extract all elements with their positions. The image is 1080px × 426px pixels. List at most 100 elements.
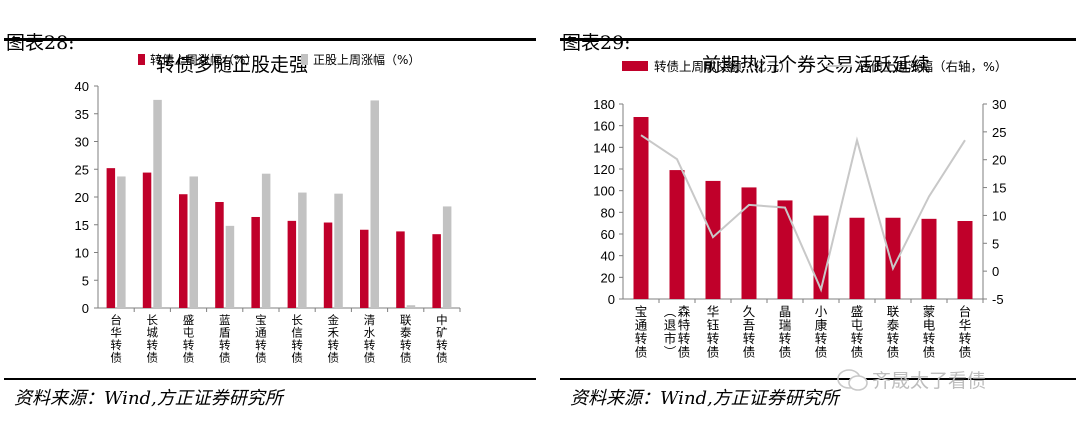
bar-turnover	[741, 187, 757, 299]
svg-text:华钰转债: 华钰转债	[707, 304, 720, 360]
legend-swatch	[138, 54, 145, 65]
y-tick-label-left: 40	[601, 249, 615, 264]
x-tick-label: 宝通转债	[255, 313, 267, 365]
y-tick-label-right: 25	[992, 125, 1006, 140]
bar-turnover	[777, 200, 793, 299]
y-tick-label-left: 0	[608, 292, 615, 307]
legend-label: 正股上周涨幅（%）	[313, 52, 420, 67]
bar-turnover	[885, 217, 901, 299]
legend-label: 转债上周成交额（亿元）	[654, 59, 792, 74]
x-tick-label: 蒙电转债	[923, 304, 936, 360]
bar-cb	[323, 222, 333, 308]
bar-cb	[215, 201, 224, 308]
y-tick-label: 40	[75, 79, 89, 94]
figure-title: 转债多随正股走强	[156, 54, 309, 76]
figure-label: 图表28:	[6, 32, 75, 54]
bar-turnover	[957, 221, 973, 299]
bar-chart-left: 0 5 10 15 20 25 30 35 40 台华转债 长城转债 盛屯转债 蓝盾转债 宝通转债 长信转债…	[75, 52, 461, 365]
legend-swatch	[301, 54, 308, 65]
bar-stock	[261, 173, 271, 308]
svg-text:森特转债: 森特转债	[678, 304, 691, 360]
x-tick-label: 台华转债	[110, 313, 122, 365]
y-tick-label: 0	[82, 301, 89, 316]
bar-stock	[406, 305, 416, 308]
svg-text:宝通转债: 宝通转债	[635, 304, 648, 360]
bar-cb	[432, 234, 441, 308]
legend-swatch	[622, 61, 648, 71]
bar-cb	[142, 172, 152, 308]
y-tick-label-right: 15	[992, 181, 1006, 196]
bar-stock	[225, 225, 235, 308]
figure-title: 前期热门个券交易活跃延续	[702, 54, 931, 76]
x-tick-label: 盛屯转债	[183, 313, 195, 365]
y-tick-label-right: 5	[992, 236, 999, 251]
y-tick-label-right: 30	[992, 97, 1006, 112]
bar-stock	[370, 100, 379, 309]
y-tick-label-left: 120	[593, 162, 615, 177]
bar-stock	[153, 99, 162, 308]
left-figure-panel: 图表28: 转债多随正股走强 0 5 10 15 20 25 30 35 40 台华转债 长城转债 盛…	[4, 32, 536, 409]
line-series-change	[640, 134, 966, 293]
y-tick-label: 5	[82, 273, 89, 288]
svg-text:久吾转债: 久吾转债	[743, 304, 756, 360]
x-tick-label: 久吾转债	[743, 304, 756, 360]
bar-stock	[189, 176, 198, 308]
svg-text:晶瑞转债: 晶瑞转债	[779, 304, 792, 360]
x-tick-label: 长信转债	[291, 313, 303, 365]
y-tick-label-right: 20	[992, 153, 1006, 168]
bar-cb	[360, 229, 369, 308]
bar-cb	[179, 194, 188, 308]
x-tick-label: 华钰转债	[707, 304, 720, 360]
source-note: 资料来源：Wind,方正证券研究所	[570, 388, 839, 409]
svg-text:盛屯转债: 盛屯转债	[851, 304, 864, 360]
combo-chart-right: 0 20 40 60 80 100 120 140 160 180 -5 0 5 10 15 20 25 30 宝通…	[593, 59, 1007, 360]
y-tick-label-left: 60	[601, 227, 615, 242]
y-tick-label-left: 20	[601, 270, 615, 285]
x-tick-label: 晶瑞转债	[779, 304, 792, 360]
bar-turnover	[669, 170, 685, 299]
bottom-rule	[4, 378, 536, 380]
x-tick-label: 金禾转债	[328, 313, 340, 365]
bar-turnover	[849, 217, 865, 299]
svg-text:联泰转债: 联泰转债	[887, 304, 900, 360]
x-tick-label: 宝通转债	[635, 304, 648, 360]
x-tick-label: ︵退市︶森特转债	[664, 304, 691, 360]
bar-cb	[106, 168, 116, 308]
bar-stock	[117, 176, 126, 308]
y-tick-label-left: 140	[593, 140, 615, 155]
watermark-text: 齐晟太了看债	[872, 370, 987, 392]
y-tick-label: 25	[75, 162, 89, 177]
top-rule	[560, 38, 1076, 41]
svg-text:蒙电转债: 蒙电转债	[923, 304, 936, 360]
y-tick-label: 35	[75, 107, 89, 122]
x-tick-label: 小康转债	[815, 304, 828, 360]
legend-label: 转债上周涨幅（右轴，%）	[858, 59, 1007, 74]
x-tick-label: 清水转债	[364, 313, 376, 365]
top-rule	[4, 38, 536, 41]
y-tick-label-right: -5	[992, 292, 1004, 307]
y-tick-label-right: 10	[992, 208, 1006, 223]
y-tick-label: 30	[75, 135, 89, 150]
svg-text:︵退市︶: ︵退市︶	[664, 304, 677, 360]
bar-turnover	[633, 117, 649, 299]
bar-stock	[298, 192, 307, 308]
legend-label: 转债上周涨幅（%）	[150, 52, 257, 67]
svg-text:台华转债: 台华转债	[959, 304, 972, 360]
bar-stock	[334, 193, 343, 308]
figure-label: 图表29:	[562, 32, 631, 54]
y-tick-label-left: 100	[593, 184, 615, 199]
x-tick-label: 中矿转债	[436, 313, 448, 365]
bar-cb	[396, 231, 405, 308]
x-tick-label: 盛屯转债	[851, 304, 864, 360]
svg-text:小康转债: 小康转债	[815, 304, 828, 360]
bar-turnover	[705, 180, 721, 299]
x-tick-label: 蓝盾转债	[219, 313, 231, 365]
y-tick-label: 15	[75, 218, 89, 233]
y-tick-label-right: 0	[992, 264, 999, 279]
x-tick-label: 长城转债	[147, 313, 159, 365]
x-tick-label: 台华转债	[959, 304, 972, 360]
y-tick-label: 10	[75, 246, 89, 261]
x-tick-label: 联泰转债	[887, 304, 900, 360]
y-tick-label-left: 160	[593, 119, 615, 134]
y-tick-label: 20	[75, 190, 89, 205]
